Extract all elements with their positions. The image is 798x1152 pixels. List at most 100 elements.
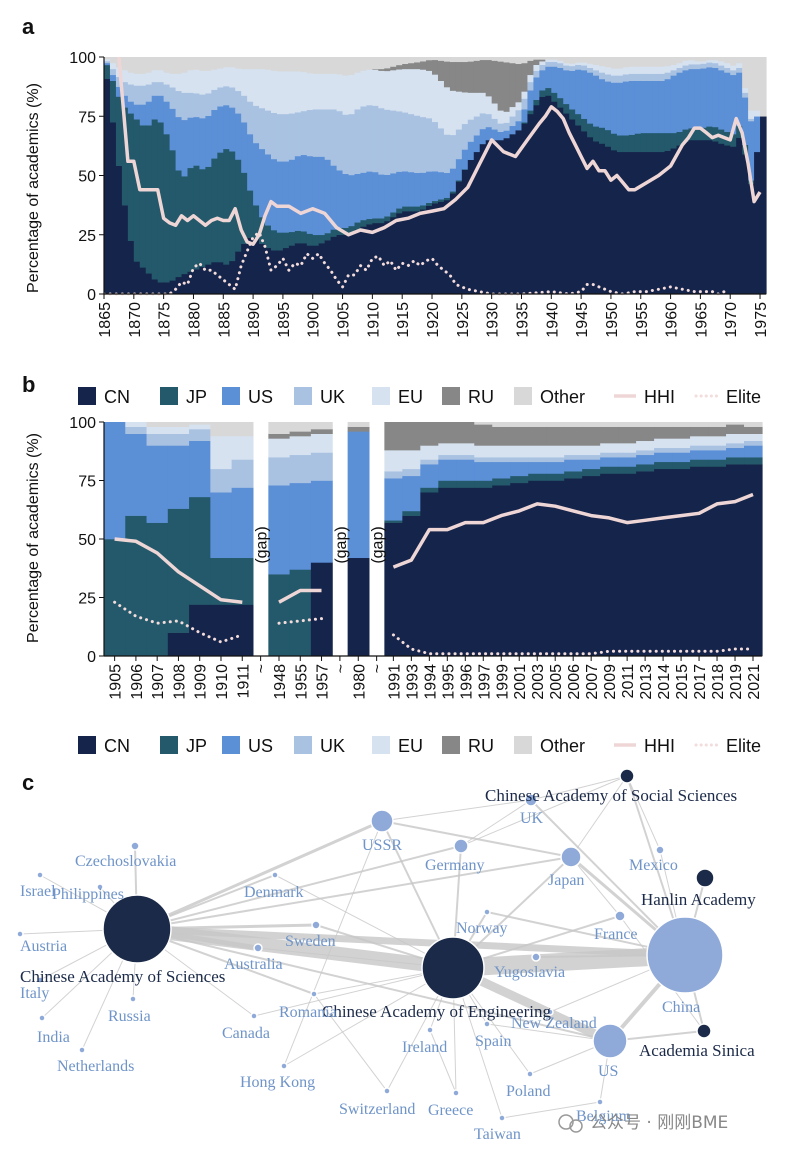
area-b-Other-1910 bbox=[210, 422, 233, 437]
area-a-EU-1897 bbox=[294, 71, 302, 113]
area-a-UK-1882 bbox=[205, 93, 212, 116]
area-a-CN-1961 bbox=[676, 145, 684, 295]
area-b-JP-2005 bbox=[546, 473, 565, 481]
area-a-EU-1965 bbox=[700, 61, 707, 64]
area-a-UK-1892 bbox=[265, 110, 272, 155]
area-a-EU-1869 bbox=[127, 72, 135, 85]
area-a-CN-1938 bbox=[539, 96, 546, 295]
area-a-CN-1964 bbox=[694, 139, 701, 295]
ticklabel-a-x-1930: 1930 bbox=[485, 302, 502, 338]
area-a-RU-1927 bbox=[473, 60, 481, 93]
area-a-UK-1965 bbox=[700, 63, 707, 69]
area-a-EU-1871 bbox=[139, 73, 147, 86]
area-a-UK-1961 bbox=[676, 67, 684, 73]
area-a-UK-1909 bbox=[366, 104, 373, 172]
legend-label-HHI: HHI bbox=[644, 736, 675, 756]
area-a-RU-1920 bbox=[432, 59, 439, 75]
area-a-EU-1885 bbox=[223, 67, 230, 87]
area-a-US-1869 bbox=[127, 101, 135, 114]
area-a-EU-1929 bbox=[485, 96, 493, 115]
area-a-CN-1941 bbox=[557, 107, 564, 295]
area-a-US-1886 bbox=[229, 107, 236, 152]
area-a-Other-1898 bbox=[300, 57, 308, 73]
area-a-US-1908 bbox=[360, 172, 368, 221]
area-a-JP-1971 bbox=[736, 125, 743, 138]
area-a-CN-1915 bbox=[402, 211, 409, 295]
area-b-JP-1994 bbox=[420, 487, 439, 493]
area-b-EU-2018 bbox=[708, 436, 727, 446]
area-a-UK-1971 bbox=[736, 67, 743, 73]
area-a-JP-1970 bbox=[730, 134, 737, 147]
area-a-EU-1916 bbox=[408, 68, 415, 115]
area-b-Other-1955 bbox=[289, 422, 312, 432]
area-a-JP-1961 bbox=[676, 131, 684, 146]
area-a-CN-1926 bbox=[467, 159, 475, 295]
area-a-Other-1928 bbox=[479, 57, 487, 61]
area-a-JP-1885 bbox=[223, 148, 230, 265]
area-b-RU-1957 bbox=[310, 429, 333, 434]
area-a-UK-1907 bbox=[354, 109, 362, 175]
area-a-UK-1891 bbox=[259, 107, 266, 150]
area-a-EU-1970 bbox=[730, 65, 737, 71]
ticklabel-b-y-50: 50 bbox=[78, 532, 96, 549]
area-a-EU-1913 bbox=[390, 70, 397, 111]
area-a-JP-1897 bbox=[294, 230, 302, 244]
area-a-CN-1963 bbox=[688, 139, 696, 295]
area-a-RU-1913 bbox=[390, 66, 397, 71]
area-a-Other-1926 bbox=[467, 57, 475, 62]
network-label-cass: Chinese Academy of Social Sciences bbox=[485, 786, 737, 805]
area-b-Other-2001 bbox=[510, 422, 529, 427]
area-a-JP-1911 bbox=[378, 218, 385, 224]
ticklabel-b-x-8: 1948 bbox=[272, 664, 289, 700]
legend-swatch-US bbox=[222, 736, 240, 754]
area-a-UK-1865 bbox=[104, 60, 111, 64]
area-b-US-2005 bbox=[546, 461, 565, 474]
area-a-JP-1958 bbox=[658, 132, 666, 153]
area-a-UK-1937 bbox=[533, 70, 540, 78]
area-a-RU-1938 bbox=[539, 59, 546, 62]
area-b-RU-1991 bbox=[384, 422, 403, 451]
area-a-CN-1919 bbox=[426, 205, 433, 295]
area-a-RU-1923 bbox=[449, 61, 457, 91]
area-a-US-1906 bbox=[348, 174, 356, 227]
network-node-yugoslavia bbox=[531, 952, 541, 962]
area-a-CN-1973 bbox=[748, 183, 755, 295]
legend-swatch-Other bbox=[514, 736, 532, 754]
area-a-US-1972 bbox=[742, 97, 749, 145]
area-a-US-1948 bbox=[599, 78, 606, 128]
network-node-australia bbox=[253, 943, 263, 953]
area-a-EU-1894 bbox=[276, 71, 284, 115]
area-a-EU-1949 bbox=[604, 67, 612, 75]
ticklabel-a-x-1910: 1910 bbox=[365, 302, 382, 338]
area-a-RU-1924 bbox=[455, 61, 463, 92]
area-a-US-1914 bbox=[396, 171, 403, 209]
area-a-EU-1877 bbox=[175, 73, 183, 92]
area-b-US-2018 bbox=[708, 450, 727, 460]
area-a-UK-1919 bbox=[426, 118, 433, 172]
area-a-CN-1873 bbox=[151, 279, 159, 295]
area-a-Other-1891 bbox=[259, 57, 266, 70]
area-b-Other-2014 bbox=[654, 422, 673, 427]
area-a-EU-1880 bbox=[193, 69, 201, 94]
area-b-US-1980 bbox=[347, 431, 370, 559]
ticklabel-a-x-1955: 1955 bbox=[634, 302, 651, 338]
area-a-Other-1889 bbox=[247, 57, 254, 70]
area-a-RU-1921 bbox=[437, 60, 445, 81]
area-b-RU-2021 bbox=[744, 426, 763, 434]
area-a-CN-1933 bbox=[509, 134, 517, 295]
area-a-US-1897 bbox=[294, 155, 302, 231]
area-a-US-1971 bbox=[736, 72, 743, 127]
area-a-Other-1944 bbox=[575, 57, 582, 63]
area-b-EU-1948 bbox=[268, 438, 291, 458]
area-a-JP-1868 bbox=[121, 107, 129, 206]
area-a-JP-1964 bbox=[694, 128, 701, 141]
network-node-netherlands bbox=[78, 1046, 86, 1054]
area-a-Other-1936 bbox=[527, 57, 534, 61]
area-a-US-1904 bbox=[336, 170, 344, 228]
area-b-RU-2015 bbox=[672, 426, 691, 439]
area-a-EU-1928 bbox=[479, 92, 487, 114]
area-a-CN-1972 bbox=[742, 154, 749, 295]
area-a-CN-1888 bbox=[241, 243, 248, 295]
legend-label-US: US bbox=[248, 736, 273, 756]
area-a-US-1942 bbox=[563, 70, 570, 105]
